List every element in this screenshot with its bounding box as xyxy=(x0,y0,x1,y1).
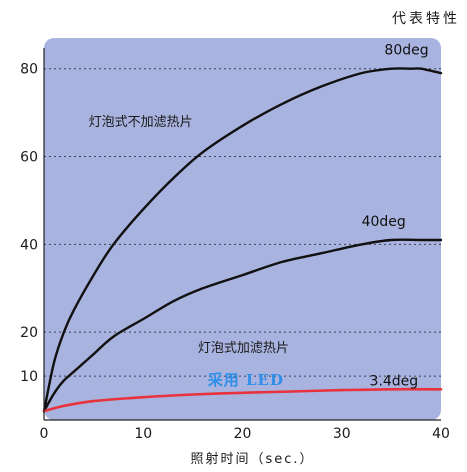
series-label-80deg: 80deg xyxy=(384,43,428,59)
y-tick-label: 10 xyxy=(20,369,38,385)
x-tick-label: 20 xyxy=(234,426,252,442)
y-tick-label: 60 xyxy=(20,150,38,166)
y-tick-label: 80 xyxy=(20,62,38,78)
series-line-40deg xyxy=(42,238,443,413)
x-tick-label: 30 xyxy=(333,426,351,442)
series-lines xyxy=(42,67,443,413)
x-tick-label: 10 xyxy=(134,426,152,442)
series-line-80deg xyxy=(42,67,443,413)
annotation-label: 灯泡式不加滤热片 xyxy=(89,115,193,130)
series-labels: 80deg 40deg 3.4deg xyxy=(362,43,429,390)
x-axis-label: 照射时间（sec.） xyxy=(190,451,314,467)
grid-lines xyxy=(44,68,441,377)
series-label-3-4deg: 3.4deg xyxy=(370,373,419,389)
annotation-label: 采用 LED xyxy=(207,371,284,389)
chart-title: 代表特性 xyxy=(392,11,460,27)
x-tick-label: 40 xyxy=(432,426,450,442)
y-tick-label: 40 xyxy=(20,237,38,253)
annotation-label: 灯泡式加滤热片 xyxy=(198,341,289,356)
series-label-40deg: 40deg xyxy=(362,214,406,230)
series-line-3-4deg xyxy=(42,387,443,413)
plot-area xyxy=(44,38,441,420)
y-tick-label: 20 xyxy=(20,325,38,341)
x-tick-label: 0 xyxy=(40,426,49,442)
tick-labels: 0 10 20 30 40 10 20 40 60 80 xyxy=(20,62,450,442)
